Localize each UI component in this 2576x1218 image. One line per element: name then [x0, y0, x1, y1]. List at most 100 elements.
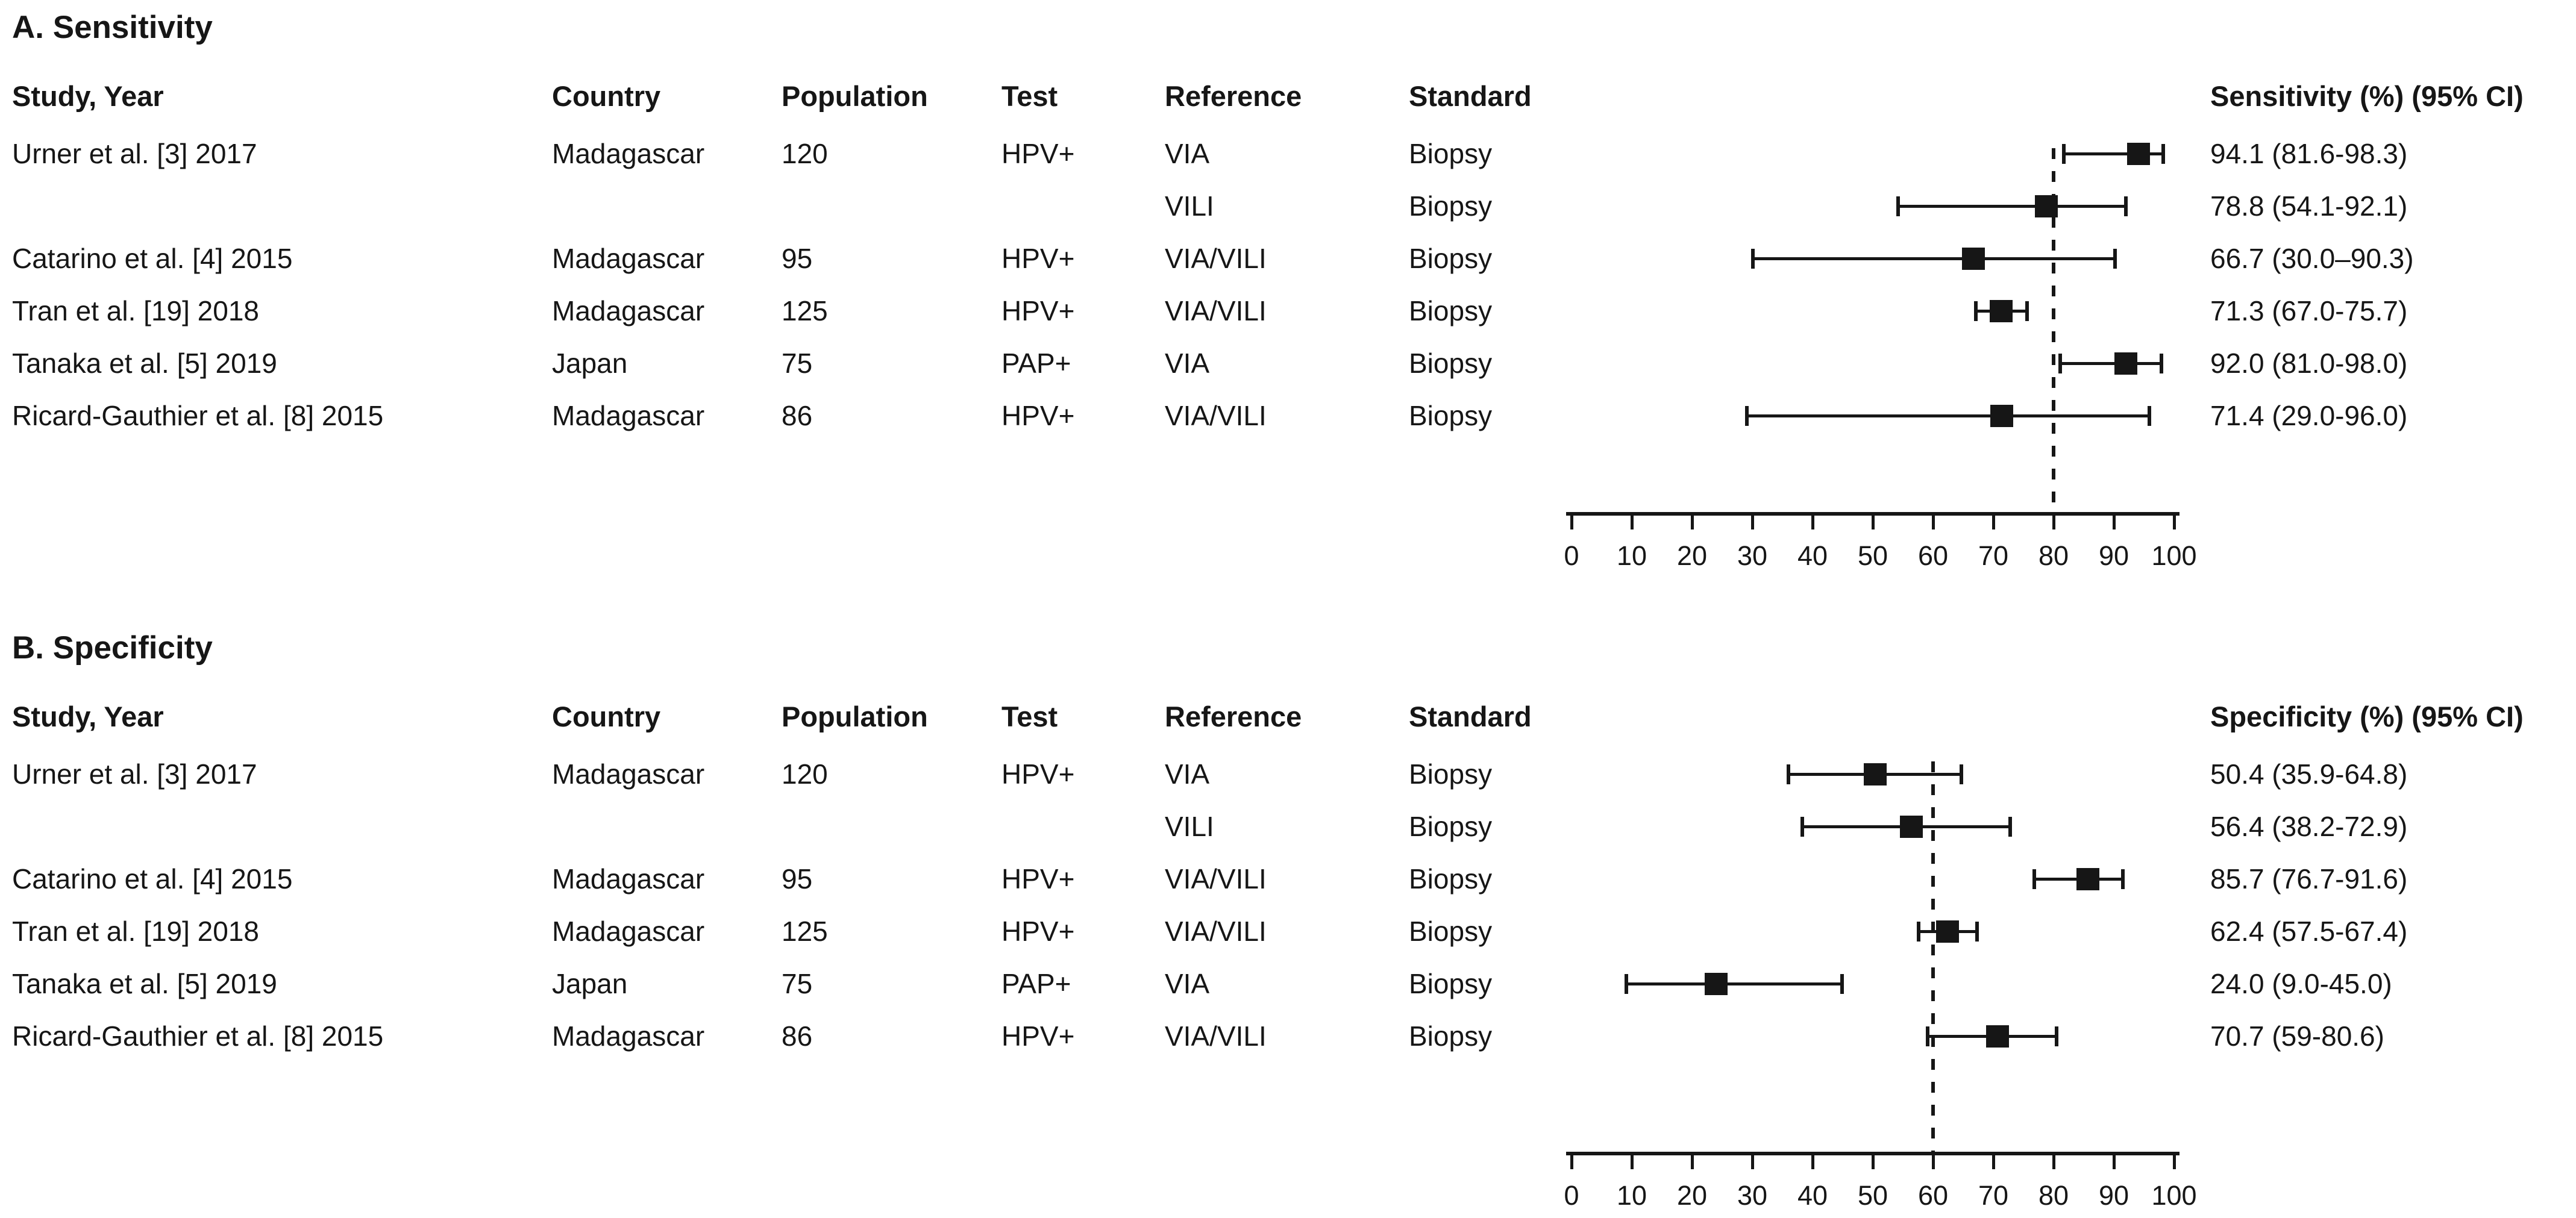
standard-cell: Biopsy: [1409, 400, 1493, 431]
reference-cell: VIA: [1165, 348, 1210, 379]
effect-label: 24.0 (9.0-45.0): [2210, 968, 2392, 999]
effect-label: 78.8 (54.1-92.1): [2210, 190, 2408, 222]
ci-cap-left: [1917, 922, 1920, 942]
standard-cell: Biopsy: [1409, 811, 1493, 842]
axis-tick: [1631, 515, 1634, 529]
standard-cell: Biopsy: [1409, 138, 1493, 169]
population-cell: 120: [782, 758, 828, 790]
axis-tick-label: 90: [2098, 1180, 2129, 1211]
reference-cell: VIA/VILI: [1165, 863, 1267, 895]
country-cell: Japan: [552, 348, 628, 379]
column-header-population: Population: [782, 80, 928, 112]
ci-cap-right: [2121, 869, 2125, 889]
axis-tick-label: 100: [2151, 540, 2197, 571]
ci-cap-left: [1800, 817, 1804, 837]
reference-cell: VILI: [1165, 190, 1214, 222]
standard-cell: Biopsy: [1409, 190, 1493, 222]
ci-cap-right: [2161, 144, 2165, 164]
axis-tick-label: 30: [1737, 540, 1768, 571]
country-cell: Madagascar: [552, 1020, 705, 1052]
ci-cap-right: [2008, 817, 2012, 837]
axis-tick: [1691, 515, 1694, 529]
estimate-marker: [1936, 920, 1959, 943]
axis-tick: [1992, 1155, 1995, 1169]
axis-tick-label: 90: [2098, 540, 2129, 571]
panel-title: A. Sensitivity: [12, 10, 213, 45]
standard-cell: Biopsy: [1409, 1020, 1493, 1052]
population-cell: 125: [782, 916, 828, 947]
effect-label: 71.4 (29.0-96.0): [2210, 400, 2408, 431]
test-cell: HPV+: [1001, 758, 1075, 790]
ci-bar: [2063, 152, 2164, 155]
effect-label: 62.4 (57.5-67.4): [2210, 916, 2408, 947]
ci-cap-right: [1975, 922, 1979, 942]
ci-cap-left: [1745, 406, 1749, 426]
study-cell: Catarino et al. [4] 2015: [12, 863, 293, 895]
column-header-effect: Sensitivity (%) (95% CI): [2210, 80, 2524, 112]
estimate-marker: [1962, 248, 1985, 270]
axis-tick: [2113, 1155, 2116, 1169]
population-cell: 120: [782, 138, 828, 169]
axis-tick-label: 50: [1857, 1180, 1888, 1211]
column-header-study-year: Study, Year: [12, 80, 164, 112]
study-cell: Tran et al. [19] 2018: [12, 916, 260, 947]
axis-tick: [1570, 515, 1573, 529]
column-header-population: Population: [782, 701, 928, 732]
country-cell: Madagascar: [552, 863, 705, 895]
country-cell: Madagascar: [552, 138, 705, 169]
ci-cap-right: [2113, 249, 2117, 269]
axis-tick: [2052, 515, 2055, 529]
estimate-marker: [2076, 868, 2099, 890]
estimate-marker: [2035, 195, 2058, 217]
reference-cell: VIA/VILI: [1165, 916, 1267, 947]
x-axis-line: [1566, 512, 2180, 516]
ci-cap-right: [1840, 974, 1844, 994]
axis-tick-label: 40: [1797, 1180, 1828, 1211]
study-cell: Ricard-Gauthier et al. [8] 2015: [12, 400, 384, 431]
ci-cap-left: [1787, 764, 1790, 784]
country-cell: Japan: [552, 968, 628, 999]
axis-tick: [1811, 515, 1814, 529]
estimate-marker: [2127, 143, 2150, 165]
reference-cell: VIA: [1165, 138, 1210, 169]
ci-cap-left: [1926, 1026, 1929, 1046]
test-cell: HPV+: [1001, 1020, 1075, 1052]
reference-cell: VIA: [1165, 968, 1210, 999]
country-cell: Madagascar: [552, 295, 705, 326]
ci-cap-right: [1960, 764, 1963, 784]
axis-tick-label: 30: [1737, 1180, 1768, 1211]
panel-title: B. Specificity: [12, 630, 213, 666]
column-header-test: Test: [1001, 701, 1058, 732]
axis-tick-label: 100: [2151, 1180, 2197, 1211]
reference-cell: VILI: [1165, 811, 1214, 842]
reference-dashed-line: [2052, 148, 2055, 512]
population-cell: 86: [782, 400, 813, 431]
test-cell: PAP+: [1001, 348, 1071, 379]
ci-cap-left: [1896, 196, 1900, 216]
column-header-effect: Specificity (%) (95% CI): [2210, 701, 2524, 732]
axis-tick-label: 70: [1978, 1180, 2009, 1211]
population-cell: 95: [782, 863, 813, 895]
ci-cap-left: [1625, 974, 1628, 994]
column-header-reference: Reference: [1165, 701, 1302, 732]
reference-cell: VIA: [1165, 758, 1210, 790]
axis-tick-label: 50: [1857, 540, 1888, 571]
population-cell: 86: [782, 1020, 813, 1052]
column-header-test: Test: [1001, 80, 1058, 112]
population-cell: 75: [782, 348, 813, 379]
column-header-country: Country: [552, 80, 661, 112]
estimate-marker: [1864, 763, 1887, 785]
standard-cell: Biopsy: [1409, 243, 1493, 274]
axis-tick: [1631, 1155, 1634, 1169]
test-cell: HPV+: [1001, 863, 1075, 895]
study-cell: Urner et al. [3] 2017: [12, 758, 257, 790]
ci-bar: [1746, 414, 2150, 417]
reference-cell: VIA/VILI: [1165, 243, 1267, 274]
axis-tick: [1751, 1155, 1754, 1169]
study-cell: Ricard-Gauthier et al. [8] 2015: [12, 1020, 384, 1052]
estimate-marker: [1900, 816, 1923, 838]
effect-label: 85.7 (76.7-91.6): [2210, 863, 2408, 895]
test-cell: PAP+: [1001, 968, 1071, 999]
standard-cell: Biopsy: [1409, 295, 1493, 326]
column-header-standard: Standard: [1409, 701, 1532, 732]
